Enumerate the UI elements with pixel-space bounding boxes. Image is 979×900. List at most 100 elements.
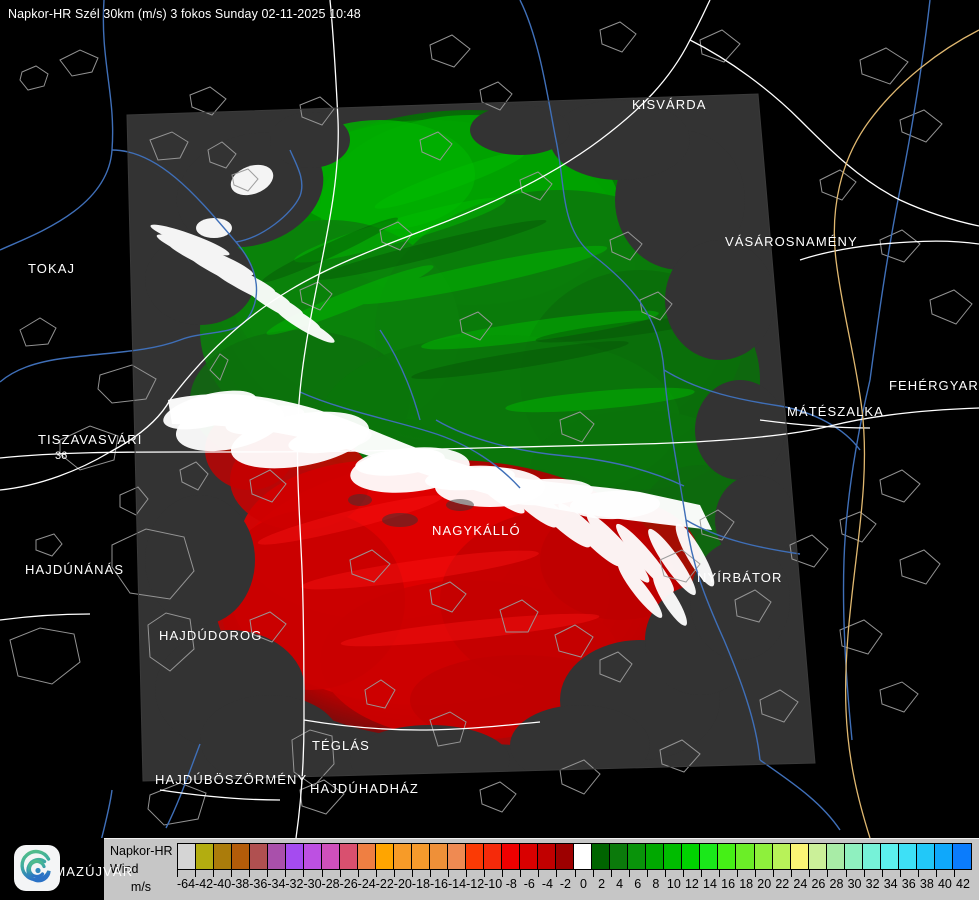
legend-swatch[interactable] [916,844,935,869]
legend-swatch[interactable] [232,844,251,869]
legend-swatch[interactable] [952,844,971,869]
map-vector-layer [0,0,979,838]
legend-tick-mark [592,870,594,877]
legend-swatch[interactable] [538,844,557,869]
legend-tick-label: -40 [213,877,232,891]
legend-swatch[interactable] [286,844,305,869]
legend-swatch[interactable] [178,844,197,869]
legend-swatch[interactable] [736,844,755,869]
legend-tick-mark [303,870,305,877]
legend-swatch[interactable] [826,844,845,869]
legend-swatch[interactable] [844,844,863,869]
legend-tick-mark [213,870,215,877]
legend-tick-mark [502,870,504,877]
legend-swatch[interactable] [448,844,467,869]
legend-tick-label: 34 [883,877,898,891]
legend-swatch[interactable] [664,844,683,869]
legend-swatch[interactable] [196,844,215,869]
legend-swatch[interactable] [934,844,953,869]
color-scale-legend: Napkor-HR Wind m/s -64 -42 -40 -38 -36 -34 -32… [0,838,979,900]
legend-tick-label: 0 [580,877,588,891]
legend-tick-mark [664,870,666,877]
legend-tick-mark [899,870,901,877]
legend-swatch[interactable] [628,844,647,869]
legend-tick-label: 4 [616,877,624,891]
legend-tick-label: -16 [429,877,449,891]
page-title: Napkor-HR Szél 30km (m/s) 3 fokos Sunday… [8,7,361,21]
legend-tick-mark [700,870,702,877]
legend-swatch[interactable] [214,844,233,869]
legend-tick-mark [827,870,829,877]
legend-swatch[interactable] [646,844,665,869]
legend-tick-label: -34 [267,877,286,891]
legend-tick-mark [411,870,413,877]
legend-tick-label: 12 [684,877,699,891]
legend-tick-mark [646,870,648,877]
legend-swatch[interactable] [862,844,881,869]
legend-swatch[interactable] [754,844,773,869]
legend-tick-mark [466,870,468,877]
legend-swatch[interactable] [898,844,917,869]
legend-tick-label: -36 [249,877,268,891]
legend-swatch[interactable] [430,844,449,869]
legend-swatch[interactable] [268,844,287,869]
legend-swatch[interactable] [340,844,359,869]
legend-swatch[interactable] [394,844,413,869]
legend-swatch[interactable] [610,844,629,869]
legend-tick-label: -42 [195,877,214,891]
partial-city-label: LMAZÚJVÁR [46,864,134,879]
legend-tick-row: -64 -42 -40 -38 -36 -34 -32 -30 -28 -26 -24 -22 -20-… [177,870,972,900]
legend-unit-label: m/s [130,880,152,894]
legend-tick-label: -2 [559,877,572,891]
legend-tick-label: -18 [411,877,430,891]
legend-swatch[interactable] [376,844,395,869]
legend-tick-mark [339,870,341,877]
legend-tick-mark [177,870,178,877]
settlement-boundaries [9,21,973,826]
legend-swatch[interactable] [358,844,377,869]
legend-tick-label: -6 [523,877,535,891]
legend-swatch[interactable] [700,844,719,869]
legend-caption: Napkor-HR Wind m/s [108,842,174,896]
legend-swatch[interactable] [718,844,737,869]
legend-tick-label: 36 [901,877,916,891]
highway-layer [833,29,979,838]
legend-swatch[interactable] [682,844,701,869]
legend-swatch[interactable] [880,844,899,869]
legend-swatch[interactable] [466,844,485,869]
legend-swatch[interactable] [772,844,791,869]
spiral-icon [20,849,51,883]
legend-tick-label: -38 [231,877,250,891]
legend-site-label: Napkor-HR [110,844,173,858]
legend-tick-label: 32 [865,877,880,891]
legend-tick-mark [628,870,630,877]
legend-swatch[interactable] [502,844,521,869]
legend-swatch[interactable] [592,844,611,869]
legend-tick-label: 42 [956,877,970,891]
legend-swatch[interactable] [574,844,593,869]
legend-tick-mark [682,870,684,877]
legend-tick-label: -8 [505,877,517,891]
legend-swatch[interactable] [520,844,539,869]
legend-tick-label: 16 [721,877,736,891]
legend-swatch-row[interactable] [177,843,972,870]
legend-swatch[interactable] [250,844,269,869]
radar-map-canvas[interactable]: Napkor-HR Szél 30km (m/s) 3 fokos Sunday… [0,0,979,838]
legend-tick-mark [375,870,377,877]
legend-swatch[interactable] [304,844,323,869]
legend-tick-mark [773,870,775,877]
legend-tick-mark [881,870,883,877]
legend-swatch[interactable] [412,844,431,869]
app-logo[interactable] [14,845,60,891]
rivers-layer [0,0,931,838]
legend-tick-mark [845,870,847,877]
legend-swatch[interactable] [484,844,503,869]
legend-swatch[interactable] [556,844,575,869]
legend-swatch[interactable] [808,844,827,869]
legend-swatch[interactable] [322,844,341,869]
legend-tick-mark [953,870,955,877]
radar-echo-layer [145,100,795,781]
legend-swatch[interactable] [790,844,809,869]
legend-tick-label: 14 [703,877,717,891]
